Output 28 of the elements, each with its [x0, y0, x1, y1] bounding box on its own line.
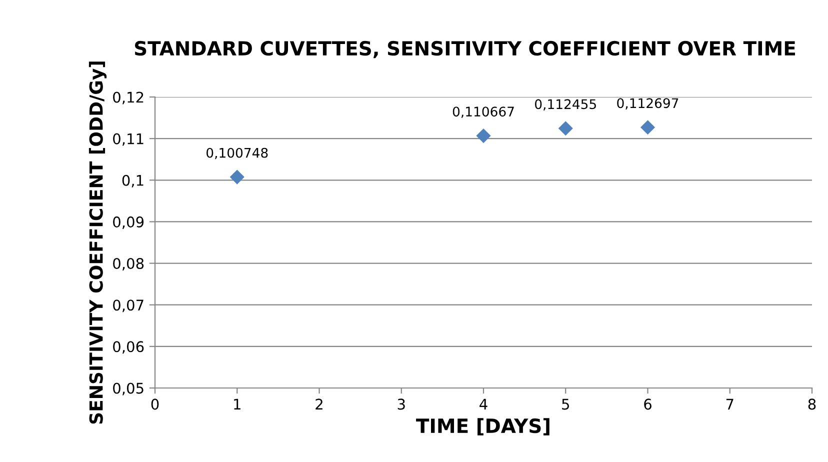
- x-tick-label: 3: [398, 398, 405, 410]
- x-tick-label: 4: [480, 398, 488, 410]
- data-label: 0,110667: [452, 106, 514, 118]
- data-label: 0,112455: [535, 99, 596, 110]
- chart-title: STANDARD CUVETTES, SENSITIVITY COEFFICIENT OVER TIME: [134, 40, 795, 58]
- point: [640, 120, 656, 135]
- y-tick-label: 0,06: [113, 341, 144, 354]
- data-label: 0,112697: [617, 98, 678, 110]
- x-tick-label: 0: [151, 398, 159, 410]
- x-tick-label: 8: [808, 398, 816, 410]
- x-tick-label: 5: [562, 398, 569, 410]
- x-axis-title: TIME [DAYS]: [416, 418, 550, 436]
- y-tick-label: 0,07: [113, 300, 144, 312]
- y-tick-label: 0,09: [113, 216, 144, 229]
- x-tick-label: 7: [726, 398, 734, 410]
- y-tick-label: 0,05: [113, 382, 144, 396]
- point: [230, 170, 244, 184]
- y-tick-label: 0,08: [113, 258, 144, 271]
- y-axis-title: SENSITIVITY COEFFICIENT [ODD/Gy]: [88, 62, 107, 424]
- x-tick-label: 6: [644, 398, 652, 410]
- point: [558, 121, 573, 136]
- x-tick-label: 1: [234, 398, 240, 410]
- point: [476, 128, 491, 144]
- data-label: 0,100748: [206, 148, 268, 160]
- y-tick-label: 0,12: [113, 92, 144, 104]
- y-tick-label: 0,1: [122, 174, 144, 188]
- x-tick-label: 2: [316, 398, 322, 410]
- y-tick-label: 0,11: [113, 133, 144, 146]
